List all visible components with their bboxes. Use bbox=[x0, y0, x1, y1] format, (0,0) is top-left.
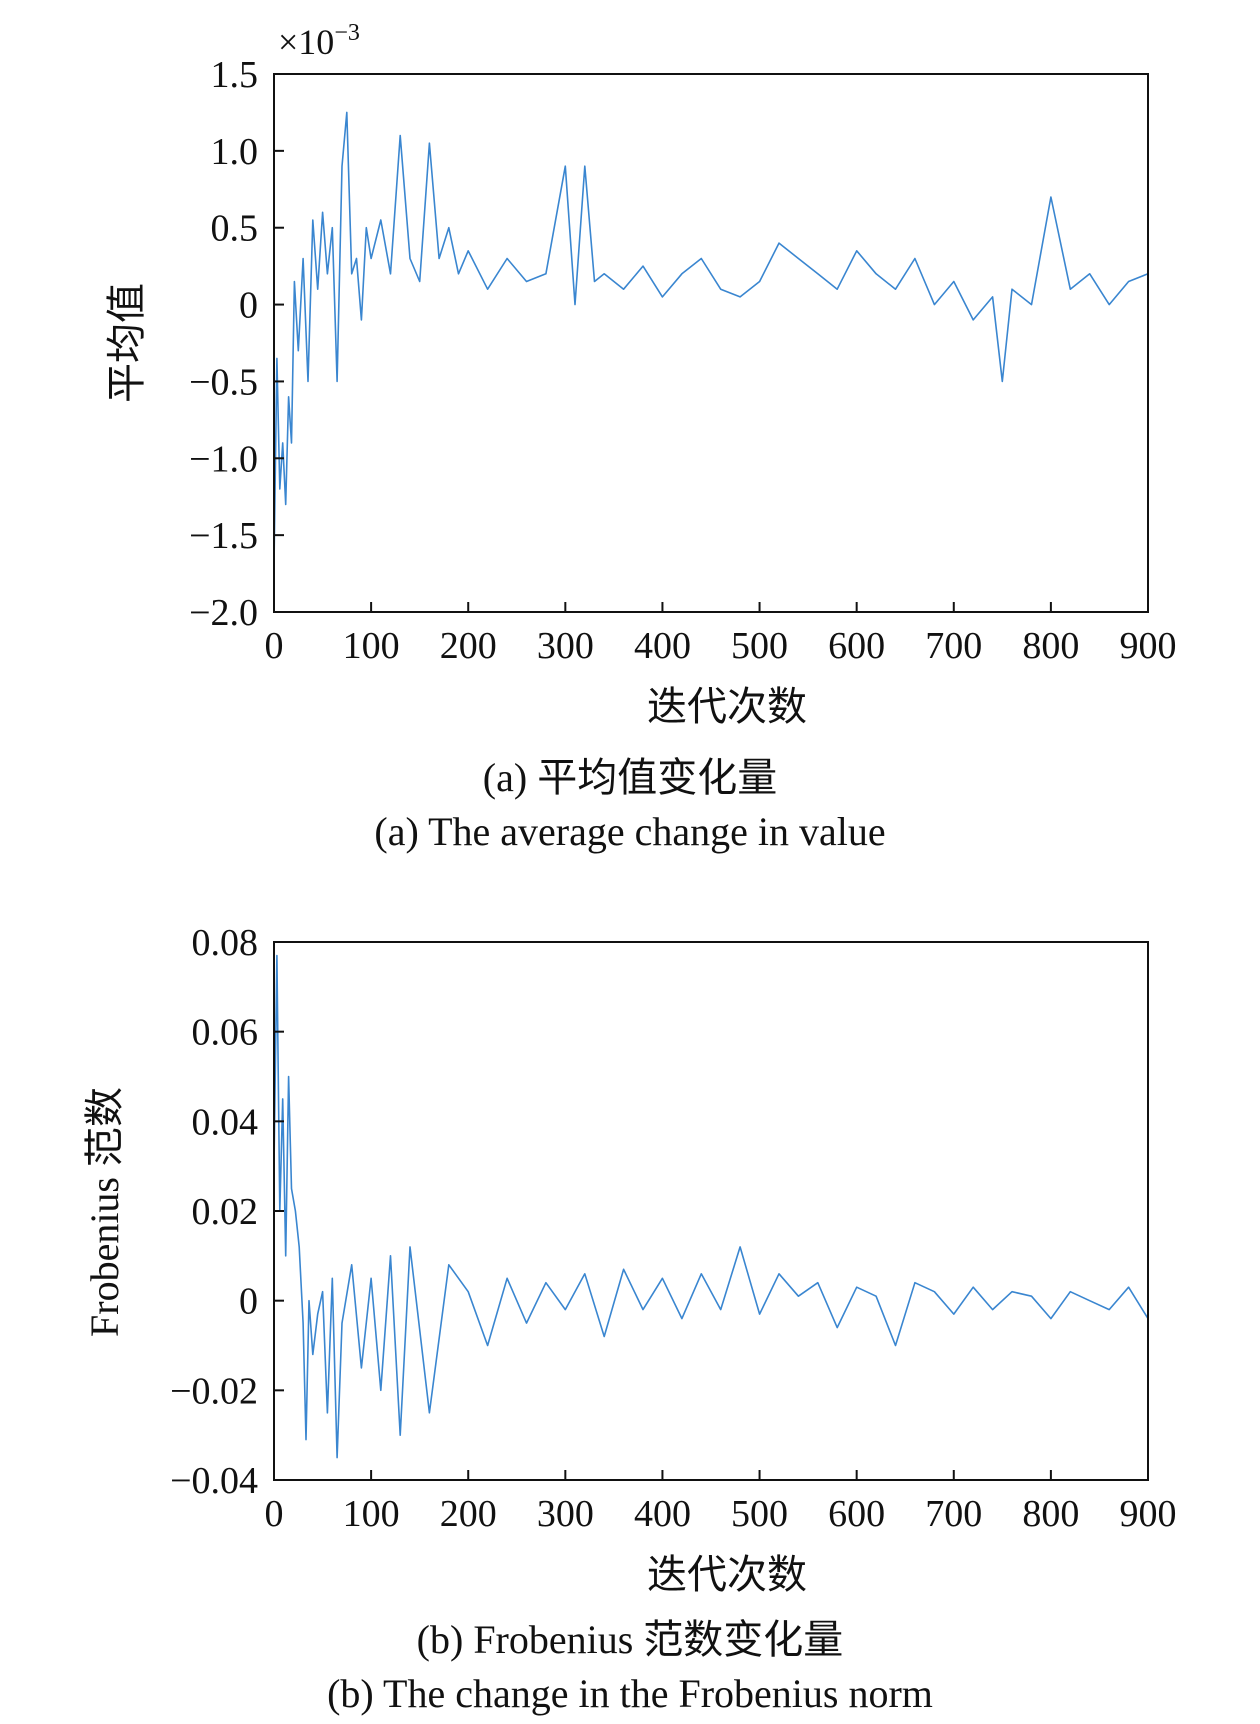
x-tick-label: 500 bbox=[731, 1493, 788, 1535]
chart-a: 0 100 200 300 400 500 600 700 800 900 1.5 1.0 0.5 0 −0… bbox=[104, 20, 1177, 729]
y-tick-label: 1.5 bbox=[211, 54, 259, 96]
caption-a-en: (a) The average change in value bbox=[374, 809, 886, 854]
y-tick-label: −1.0 bbox=[189, 438, 258, 480]
y-axis-title: 平均值 bbox=[104, 283, 149, 403]
y-tick-label: −0.04 bbox=[170, 1460, 258, 1502]
y-multiplier: ×10−3 bbox=[278, 20, 360, 62]
caption-b-en: (b) The change in the Frobenius norm bbox=[327, 1671, 933, 1716]
y-tick-label: 0.06 bbox=[192, 1012, 259, 1054]
x-tick-label: 200 bbox=[440, 625, 497, 667]
x-tick-label: 400 bbox=[634, 625, 691, 667]
caption-b-cn: (b) Frobenius 范数变化量 bbox=[416, 1617, 844, 1662]
y-tick-label: 0.04 bbox=[192, 1101, 259, 1143]
y-tick-label: −0.02 bbox=[170, 1370, 258, 1412]
series-line bbox=[273, 111, 1149, 566]
x-tick-label: 500 bbox=[731, 625, 788, 667]
x-tick-label: 700 bbox=[925, 625, 982, 667]
x-tick-label: 200 bbox=[440, 1493, 497, 1535]
x-tick-label: 0 bbox=[265, 625, 284, 667]
y-axis-title: Frobenius 范数 bbox=[82, 1087, 127, 1337]
x-tick-label: 400 bbox=[634, 1493, 691, 1535]
x-tick-label: 900 bbox=[1120, 1493, 1177, 1535]
y-tick-label: −1.5 bbox=[189, 515, 258, 557]
y-tick-label: 1.0 bbox=[211, 131, 259, 173]
x-tick-label: 300 bbox=[537, 625, 594, 667]
x-tick-label: 800 bbox=[1022, 1493, 1079, 1535]
x-tick-label: 100 bbox=[343, 625, 400, 667]
caption-a-cn: (a) 平均值变化量 bbox=[482, 755, 778, 800]
x-tick-label: 700 bbox=[925, 1493, 982, 1535]
x-tick-label: 100 bbox=[343, 1493, 400, 1535]
plot-frame bbox=[273, 73, 1149, 613]
y-multiplier-exponent: −3 bbox=[334, 20, 360, 46]
y-tick-label: 0.08 bbox=[192, 922, 259, 964]
y-tick-label: 0 bbox=[239, 285, 258, 327]
x-axis-title: 迭代次数 bbox=[647, 684, 807, 729]
chart-b: 0 100 200 300 400 500 600 700 800 900 0.08 0.06 0.04… bbox=[82, 922, 1177, 1597]
x-tick-label: 300 bbox=[537, 1493, 594, 1535]
plot-frame bbox=[273, 941, 1149, 1481]
y-tick-label: 0.02 bbox=[192, 1191, 259, 1233]
x-tick-label: 600 bbox=[828, 625, 885, 667]
y-tick-label: −2.0 bbox=[189, 592, 258, 634]
x-tick-label: 900 bbox=[1120, 625, 1177, 667]
y-tick-label: 0.5 bbox=[211, 208, 259, 250]
x-tick-label: 800 bbox=[1022, 625, 1079, 667]
x-tick-label: 0 bbox=[265, 1493, 284, 1535]
x-axis-title: 迭代次数 bbox=[647, 1552, 807, 1597]
x-tick-label: 600 bbox=[828, 1493, 885, 1535]
y-tick-label: −0.5 bbox=[189, 361, 258, 403]
y-tick-label: 0 bbox=[239, 1281, 258, 1323]
series-line bbox=[273, 954, 1149, 1459]
